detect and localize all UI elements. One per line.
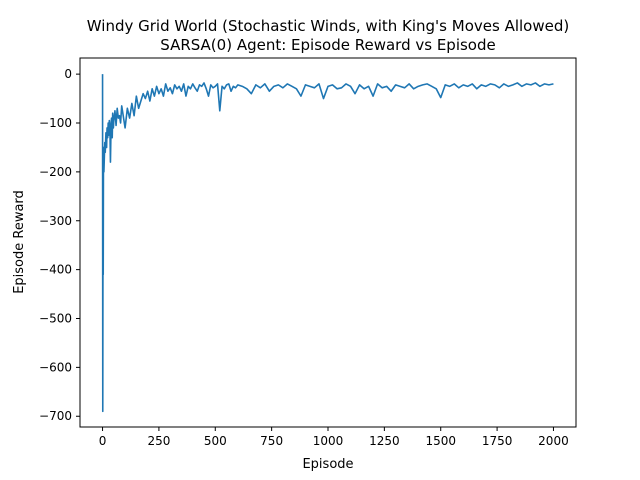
axes-frame [79,57,577,428]
y-tick-label: −600 [39,360,72,374]
y-tick-label: −500 [39,311,72,325]
y-axis-ticks: 0 −100 −200 −300 −400 −500 −600 −700 [39,67,80,423]
x-tick-label: 1750 [482,434,513,448]
chart-title-line2: SARSA(0) Agent: Episode Reward vs Episod… [160,36,495,54]
x-tick-label: 1250 [369,434,400,448]
x-tick-label: 750 [260,434,283,448]
y-tick-label: 0 [64,67,72,81]
y-axis-label: Episode Reward [12,190,27,294]
x-tick-label: 500 [204,434,227,448]
y-tick-label: −400 [39,263,72,277]
x-axis-label: Episode [302,457,353,472]
y-tick-label: −300 [39,214,72,228]
x-tick-label: 2000 [538,434,569,448]
x-tick-label: 250 [147,434,170,448]
x-tick-label: 1500 [425,434,456,448]
x-tick-label: 1000 [313,434,344,448]
y-tick-label: −100 [39,116,72,130]
x-tick-label: 0 [99,434,107,448]
plot-area [101,74,554,413]
chart-title-line1: Windy Grid World (Stochastic Winds, with… [87,17,569,35]
series-line [101,74,554,413]
y-tick-label: −700 [39,409,72,423]
y-tick-label: −200 [39,165,72,179]
x-axis-ticks: 0 250 500 750 1000 1250 1500 1750 2000 [99,427,569,448]
